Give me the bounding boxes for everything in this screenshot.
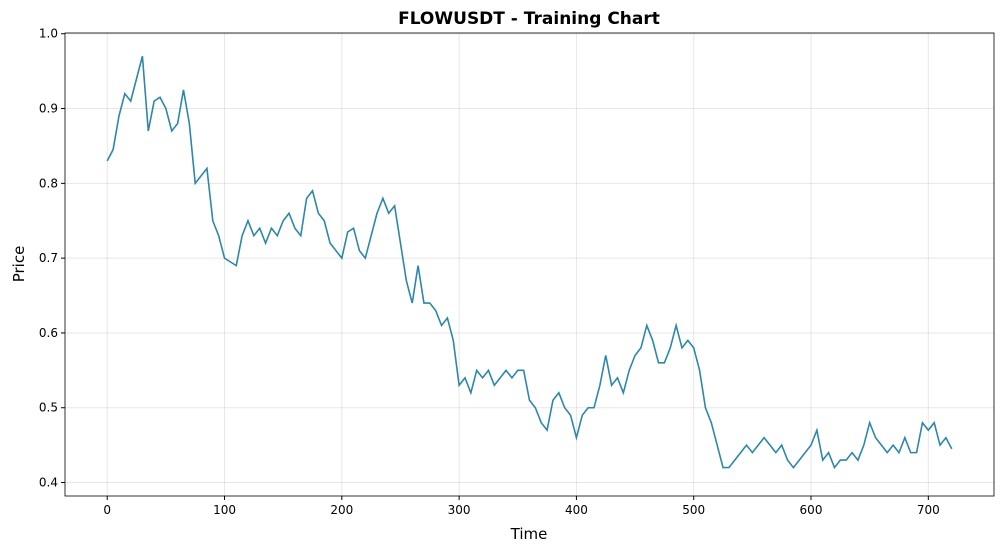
y-tick-label: 0.4 <box>39 476 58 490</box>
x-tick-label: 500 <box>682 503 705 517</box>
x-axis-label: Time <box>510 525 548 543</box>
x-tick-label: 300 <box>448 503 471 517</box>
price-line <box>106 55 953 470</box>
x-tick-label: 200 <box>330 503 353 517</box>
y-tick-label: 0.9 <box>39 102 58 116</box>
x-tick-label: 400 <box>565 503 588 517</box>
x-tick-label: 600 <box>800 503 823 517</box>
y-tick-label: 0.5 <box>39 401 58 415</box>
x-tick-label: 100 <box>213 503 236 517</box>
y-tick-label: 0.6 <box>39 326 58 340</box>
x-tick-label: 700 <box>917 503 940 517</box>
chart-title: FLOWUSDT - Training Chart <box>398 9 660 29</box>
y-tick-label: 0.7 <box>39 251 58 265</box>
y-tick-label: 1.0 <box>39 27 58 41</box>
y-axis-label: Price <box>10 246 28 283</box>
plot-frame <box>64 32 995 497</box>
x-tick-label: 0 <box>103 503 111 517</box>
y-tick-label: 0.8 <box>39 176 58 190</box>
